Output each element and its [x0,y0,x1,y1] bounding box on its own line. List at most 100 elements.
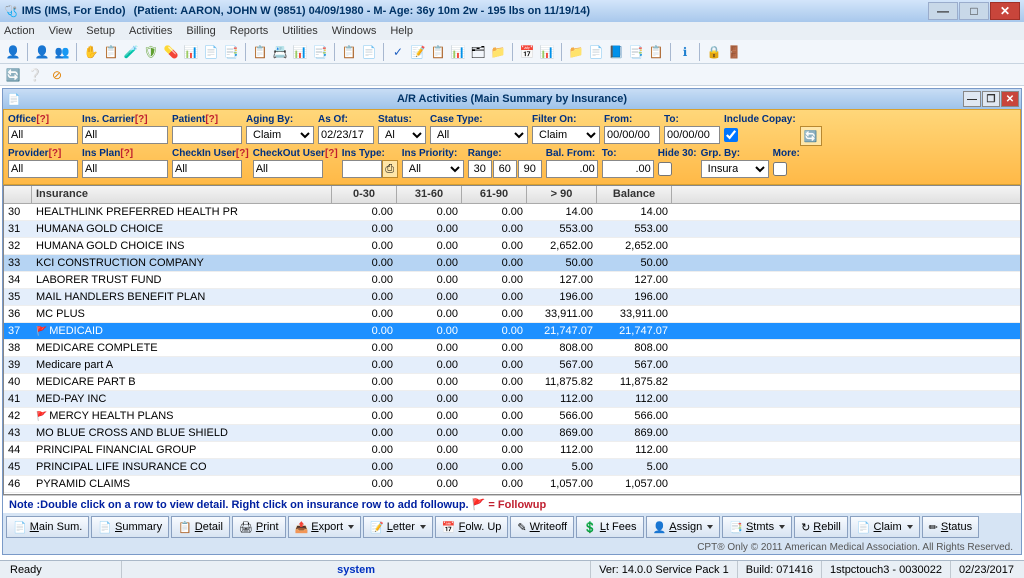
table-row[interactable]: 38MEDICARE COMPLETE0.000.000.00808.00808… [4,340,1020,357]
tb-icon-12[interactable]: 📋 [251,43,269,61]
stmts-button[interactable]: 📑Stmts [722,516,792,538]
menu-setup[interactable]: Setup [86,25,115,37]
close-button[interactable]: ✕ [990,2,1020,20]
from-input[interactable] [604,126,660,144]
menu-reports[interactable]: Reports [230,25,269,37]
tb-icon-2[interactable]: 👤 [33,43,51,61]
help-checkout[interactable]: [?] [325,148,338,159]
tb-icon-3[interactable]: 👥 [53,43,71,61]
tb-icon-16[interactable]: 📋 [340,43,358,61]
status-select[interactable]: All [378,126,426,144]
sub-max-button[interactable]: ❐ [982,91,1000,107]
case-type-select[interactable]: All [430,126,528,144]
ins-plan-input[interactable] [82,160,168,178]
menu-utilities[interactable]: Utilities [282,25,317,37]
tb-icon-6[interactable]: 🧪 [122,43,140,61]
table-row[interactable]: 39Medicare part A0.000.000.00567.00567.0… [4,357,1020,374]
tb-icon-4[interactable]: ✋ [82,43,100,61]
lt-fees-button[interactable]: 💲Lt Fees [576,516,643,538]
col-31-60[interactable]: 31-60 [397,186,462,203]
include-copay-checkbox[interactable] [724,126,738,144]
menu-activities[interactable]: Activities [129,25,172,37]
refresh-icon[interactable]: 🔄 [4,66,22,84]
summary-button[interactable]: 📄Summary [91,516,169,538]
main-sum--button[interactable]: 📄Main Sum. [6,516,89,538]
tb-icon-10[interactable]: 📄 [202,43,220,61]
menu-action[interactable]: Action [4,25,35,37]
tb-icon-9[interactable]: 📊 [182,43,200,61]
tb-icon-25[interactable]: 📊 [538,43,556,61]
tb-icon-29[interactable]: 📑 [627,43,645,61]
tb-icon-17[interactable]: 📄 [360,43,378,61]
table-row[interactable]: 34LABORER TRUST FUND0.000.000.00127.0012… [4,272,1020,289]
table-row[interactable]: 36MC PLUS0.000.000.0033,911.0033,911.00 [4,306,1020,323]
table-row[interactable]: 41MED-PAY INC0.000.000.00112.00112.00 [4,391,1020,408]
maximize-button[interactable]: □ [959,2,989,20]
menu-billing[interactable]: Billing [186,25,215,37]
sub-close-button[interactable]: ✕ [1001,91,1019,107]
tb-icon-13[interactable]: 📇 [271,43,289,61]
detail-button[interactable]: 📋Detail [171,516,230,538]
to-input[interactable] [664,126,720,144]
tb-icon-14[interactable]: 📊 [291,43,309,61]
help-carrier[interactable]: [?] [135,114,148,125]
tb-icon-31[interactable]: ℹ [676,43,694,61]
tb-icon-32[interactable]: 🔒 [705,43,723,61]
tb-icon-1[interactable]: 👤 [4,43,22,61]
info2-icon[interactable]: ⊘ [48,66,66,84]
more-checkbox[interactable] [773,160,787,178]
minimize-button[interactable]: — [928,2,958,20]
tb-icon-18[interactable]: ✓ [389,43,407,61]
col-insurance[interactable]: Insurance [32,186,332,203]
claim-button[interactable]: 📄Claim [850,516,920,538]
bal-from-input[interactable] [546,160,598,178]
table-row[interactable]: 35MAIL HANDLERS BENEFIT PLAN0.000.000.00… [4,289,1020,306]
help-checkin[interactable]: [?] [236,148,249,159]
tb-icon-8[interactable]: 💊 [162,43,180,61]
letter-button[interactable]: 📝Letter [363,516,433,538]
col-over-90[interactable]: > 90 [527,186,597,203]
aging-by-select[interactable]: Claim Date [246,126,314,144]
tb-icon-21[interactable]: 📊 [449,43,467,61]
range-2-input[interactable] [493,160,517,178]
table-row[interactable]: 43MO BLUE CROSS AND BLUE SHIELD0.000.000… [4,425,1020,442]
menu-help[interactable]: Help [390,25,413,37]
col-balance[interactable]: Balance [597,186,672,203]
ins-type-input[interactable] [342,160,382,178]
range-1-input[interactable] [468,160,492,178]
tb-icon-30[interactable]: 📋 [647,43,665,61]
ins-type-lookup[interactable]: ⎙ [382,160,398,178]
grid-body[interactable]: 30HEALTHLINK PREFERRED HEALTH PR0.000.00… [4,204,1020,494]
tb-icon-7[interactable]: 🛡 [142,43,160,61]
help-icon[interactable]: ❔ [26,66,44,84]
carrier-input[interactable] [82,126,168,144]
help-office[interactable]: [?] [36,114,49,125]
filter-on-select[interactable]: Claim Date [532,126,600,144]
table-row[interactable]: 42🚩MERCY HEALTH PLANS0.000.000.00566.005… [4,408,1020,425]
provider-input[interactable] [8,160,78,178]
table-row[interactable]: 31HUMANA GOLD CHOICE0.000.000.00553.0055… [4,221,1020,238]
tb-icon-26[interactable]: 📁 [567,43,585,61]
menu-view[interactable]: View [49,25,73,37]
tb-icon-19[interactable]: 📝 [409,43,427,61]
table-row[interactable]: 32HUMANA GOLD CHOICE INS0.000.000.002,65… [4,238,1020,255]
table-row[interactable]: 30HEALTHLINK PREFERRED HEALTH PR0.000.00… [4,204,1020,221]
tb-icon-33[interactable]: 🚪 [725,43,743,61]
grp-by-select[interactable]: Insurance [701,160,769,178]
tb-icon-24[interactable]: 📅 [518,43,536,61]
tb-icon-27[interactable]: 📄 [587,43,605,61]
bal-to-input[interactable] [602,160,654,178]
tb-icon-11[interactable]: 📑 [222,43,240,61]
help-patient[interactable]: [?] [205,114,218,125]
table-row[interactable]: 45PRINCIPAL LIFE INSURANCE CO0.000.000.0… [4,459,1020,476]
tb-icon-23[interactable]: 📁 [489,43,507,61]
office-input[interactable] [8,126,78,144]
tb-icon-22[interactable]: 🗂 [469,43,487,61]
ins-priority-select[interactable]: All [402,160,464,178]
refresh-filters-button[interactable]: 🔄 [800,126,822,146]
print-button[interactable]: 🖨Print [232,516,286,538]
help-insplan[interactable]: [?] [120,148,133,159]
patient-input[interactable] [172,126,242,144]
table-row[interactable]: 33KCI CONSTRUCTION COMPANY0.000.000.0050… [4,255,1020,272]
table-row[interactable]: 37🚩MEDICAID0.000.000.0021,747.0721,747.0… [4,323,1020,340]
